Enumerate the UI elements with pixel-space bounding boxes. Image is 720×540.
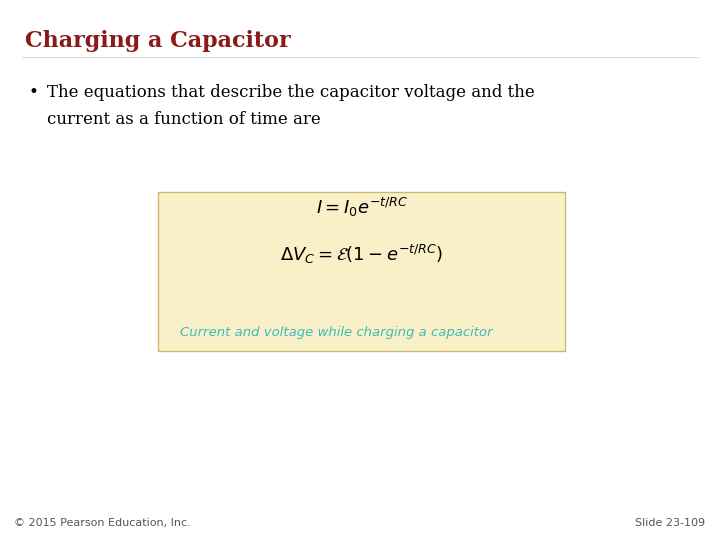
Text: Slide 23-109: Slide 23-109	[636, 518, 706, 528]
Text: $I = I_0e^{-t/RC}$: $I = I_0e^{-t/RC}$	[316, 197, 408, 219]
Text: © 2015 Pearson Education, Inc.: © 2015 Pearson Education, Inc.	[14, 518, 191, 528]
Text: Charging a Capacitor: Charging a Capacitor	[25, 30, 291, 52]
Text: current as a function of time are: current as a function of time are	[47, 111, 320, 127]
Text: Current and voltage while charging a capacitor: Current and voltage while charging a cap…	[180, 326, 492, 339]
Text: $\Delta V_C = \mathcal{E}(1 - e^{-t/RC})$: $\Delta V_C = \mathcal{E}(1 - e^{-t/RC})…	[280, 244, 444, 266]
Text: The equations that describe the capacitor voltage and the: The equations that describe the capacito…	[47, 84, 534, 100]
Text: •: •	[29, 84, 39, 100]
FancyBboxPatch shape	[158, 192, 565, 351]
